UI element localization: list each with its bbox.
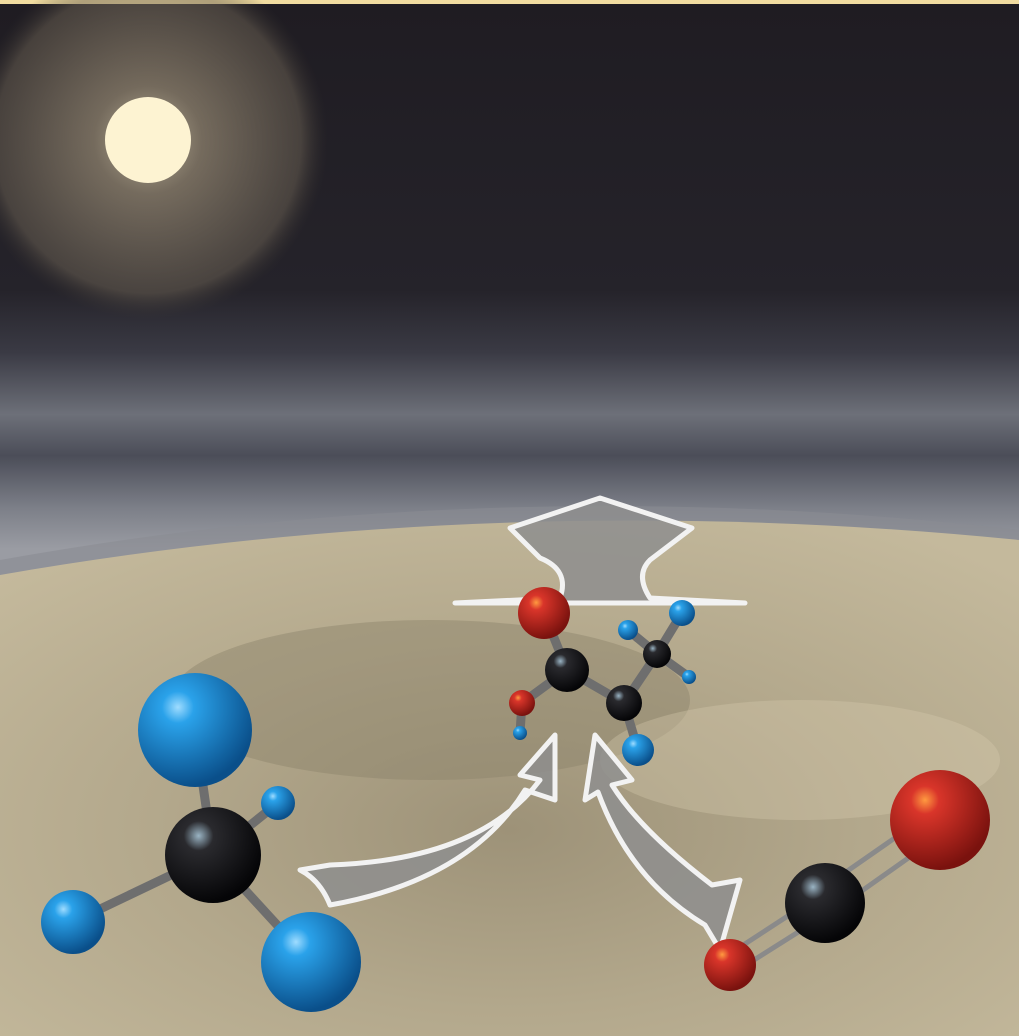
atom xyxy=(545,648,589,692)
atoms xyxy=(41,587,990,1012)
atom xyxy=(41,890,105,954)
arrow-left xyxy=(297,732,558,908)
atom xyxy=(138,673,252,787)
atom xyxy=(643,640,671,668)
atom xyxy=(682,670,696,684)
atom xyxy=(518,587,570,639)
atom xyxy=(165,807,261,903)
atom xyxy=(509,690,535,716)
arrow-right xyxy=(582,732,743,953)
arrow-up xyxy=(452,495,748,606)
atom xyxy=(622,734,654,766)
atom xyxy=(890,770,990,870)
atom xyxy=(606,685,642,721)
atom xyxy=(669,600,695,626)
atom xyxy=(618,620,638,640)
atom xyxy=(261,912,361,1012)
arrows xyxy=(297,495,748,953)
atom xyxy=(785,863,865,943)
atom xyxy=(704,939,756,991)
sun xyxy=(105,97,191,183)
top-border xyxy=(0,0,1019,4)
atom xyxy=(513,726,527,740)
atom xyxy=(261,786,295,820)
